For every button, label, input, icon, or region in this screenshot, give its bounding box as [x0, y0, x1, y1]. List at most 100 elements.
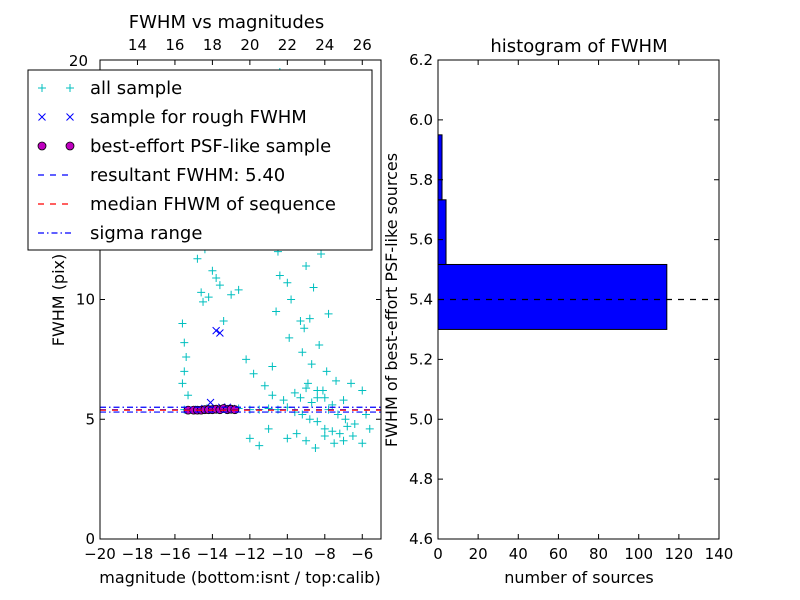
legend-label: resultant FWHM: 5.40: [90, 165, 285, 186]
data-point: [264, 424, 273, 433]
data-point: [283, 434, 292, 443]
data-point: [365, 424, 374, 433]
y-tick-label: 5.8: [409, 171, 433, 189]
data-point: [219, 317, 228, 326]
histogram-panel: histogram of FWHM 0 20 40 60 80 100 120 140 4.6…: [382, 36, 733, 587]
data-point: [279, 396, 288, 405]
data-point: [302, 384, 311, 393]
data-point: [184, 391, 193, 400]
data-point: [272, 307, 281, 316]
legend-label: sample for rough FWHM: [90, 107, 307, 128]
x-tick-label: 20: [469, 545, 488, 563]
data-point: [260, 381, 269, 390]
x-tick-label: 0: [433, 545, 443, 563]
data-point: [305, 314, 314, 323]
histogram-ylabel: FWHM of best-effort PSF-like sources: [382, 153, 401, 447]
histogram-bar: [437, 199, 447, 265]
histogram-y-ticks: 4.6 4.8 5.0 5.2 5.4 5.6 5.8 6.0 6.2: [409, 51, 719, 548]
data-point: [264, 404, 273, 413]
data-point: [320, 424, 329, 433]
data-point: [208, 266, 217, 275]
data-point: [339, 396, 348, 405]
scatter-bottom-ticks: −20 −18 −16 −14 −12 −10 −8 −6: [84, 60, 373, 563]
data-point: [182, 352, 191, 361]
data-point: [287, 295, 296, 304]
histogram-bar: [437, 263, 668, 330]
histogram-xlabel: number of sources: [504, 568, 654, 587]
data-point: [348, 432, 357, 441]
data-point: [283, 278, 292, 287]
x-tick-label: 40: [509, 545, 528, 563]
data-point: [300, 324, 309, 333]
top-x-tick-label: 22: [278, 36, 297, 54]
x-tick-label: 60: [549, 545, 568, 563]
data-point: [341, 415, 350, 424]
data-point: [339, 436, 348, 445]
scatter-top-left-label: 20: [69, 52, 88, 70]
top-x-tick-label: 14: [128, 36, 147, 54]
x-tick-label: 100: [624, 545, 653, 563]
x-tick-label: −10: [272, 545, 304, 563]
data-point: [320, 432, 329, 441]
data-point: [268, 362, 277, 371]
x-tick-label: 80: [589, 545, 608, 563]
scatter-panel: FWHM vs magnitudes −20 −18 −16 −14 −12 −10 −8−…: [27, 12, 382, 587]
scatter-title: FWHM vs magnitudes: [129, 12, 324, 33]
y-tick-label: 5.6: [409, 231, 433, 249]
data-point: [245, 434, 254, 443]
x-tick-label: 140: [705, 545, 734, 563]
data-point: [305, 415, 314, 424]
data-point: [296, 317, 305, 326]
data-point: [285, 333, 294, 342]
data-point: [324, 309, 333, 318]
data-point: [215, 281, 224, 290]
x-tick-label: −16: [159, 545, 191, 563]
legend-marker: [38, 113, 46, 121]
y-tick-label: 5.4: [409, 291, 433, 309]
histogram-plot-area: [437, 134, 719, 330]
data-point: [307, 360, 316, 369]
data-point: [178, 319, 187, 328]
data-point: [343, 422, 352, 431]
legend-label: best-effort PSF-like sample: [90, 136, 331, 157]
legend-entries: all sample sample for rough FWHM best-effo…: [37, 78, 336, 244]
data-point: [296, 393, 305, 402]
histogram-title: histogram of FWHM: [490, 36, 667, 57]
histogram-bar: [437, 134, 443, 201]
legend-label: median FHWM of sequence: [90, 194, 336, 215]
data-point: [180, 367, 189, 376]
top-x-tick-label: 24: [315, 36, 334, 54]
data-point: [311, 443, 320, 452]
legend-marker: [38, 84, 46, 92]
scatter-plot-area: [100, 67, 381, 452]
legend-box: [27, 69, 373, 251]
data-point: [313, 417, 322, 426]
y-tick-label: 0: [85, 530, 95, 548]
data-point: [298, 348, 307, 357]
y-tick-label: 5.0: [409, 410, 433, 428]
data-point: [302, 436, 311, 445]
scatter-legend: all sample sample for rough FWHM best-effo…: [27, 69, 373, 251]
data-point: [330, 439, 339, 448]
data-point: [249, 369, 258, 378]
data-point: [290, 388, 299, 397]
scatter-top-ticks: 14 16 18 20 22 24 26: [128, 36, 372, 54]
data-point: [199, 297, 208, 306]
data-point: [350, 420, 359, 429]
top-x-tick-label: 16: [165, 36, 184, 54]
data-point: [320, 393, 329, 402]
data-point: [313, 393, 322, 402]
data-point: [227, 290, 236, 299]
data-point: [333, 410, 342, 419]
data-point: [204, 293, 213, 302]
data-point: [212, 273, 221, 282]
data-point: [242, 355, 251, 364]
y-tick-label: 5.2: [409, 350, 433, 368]
legend-marker: [66, 113, 74, 121]
histogram-x-ticks: 0 20 40 60 80 100 120 140: [433, 60, 733, 563]
y-tick-label: 4.6: [409, 530, 433, 548]
data-point: [347, 379, 356, 388]
x-tick-label: −20: [84, 545, 116, 563]
data-point: [216, 329, 224, 337]
data-point: [193, 254, 202, 263]
